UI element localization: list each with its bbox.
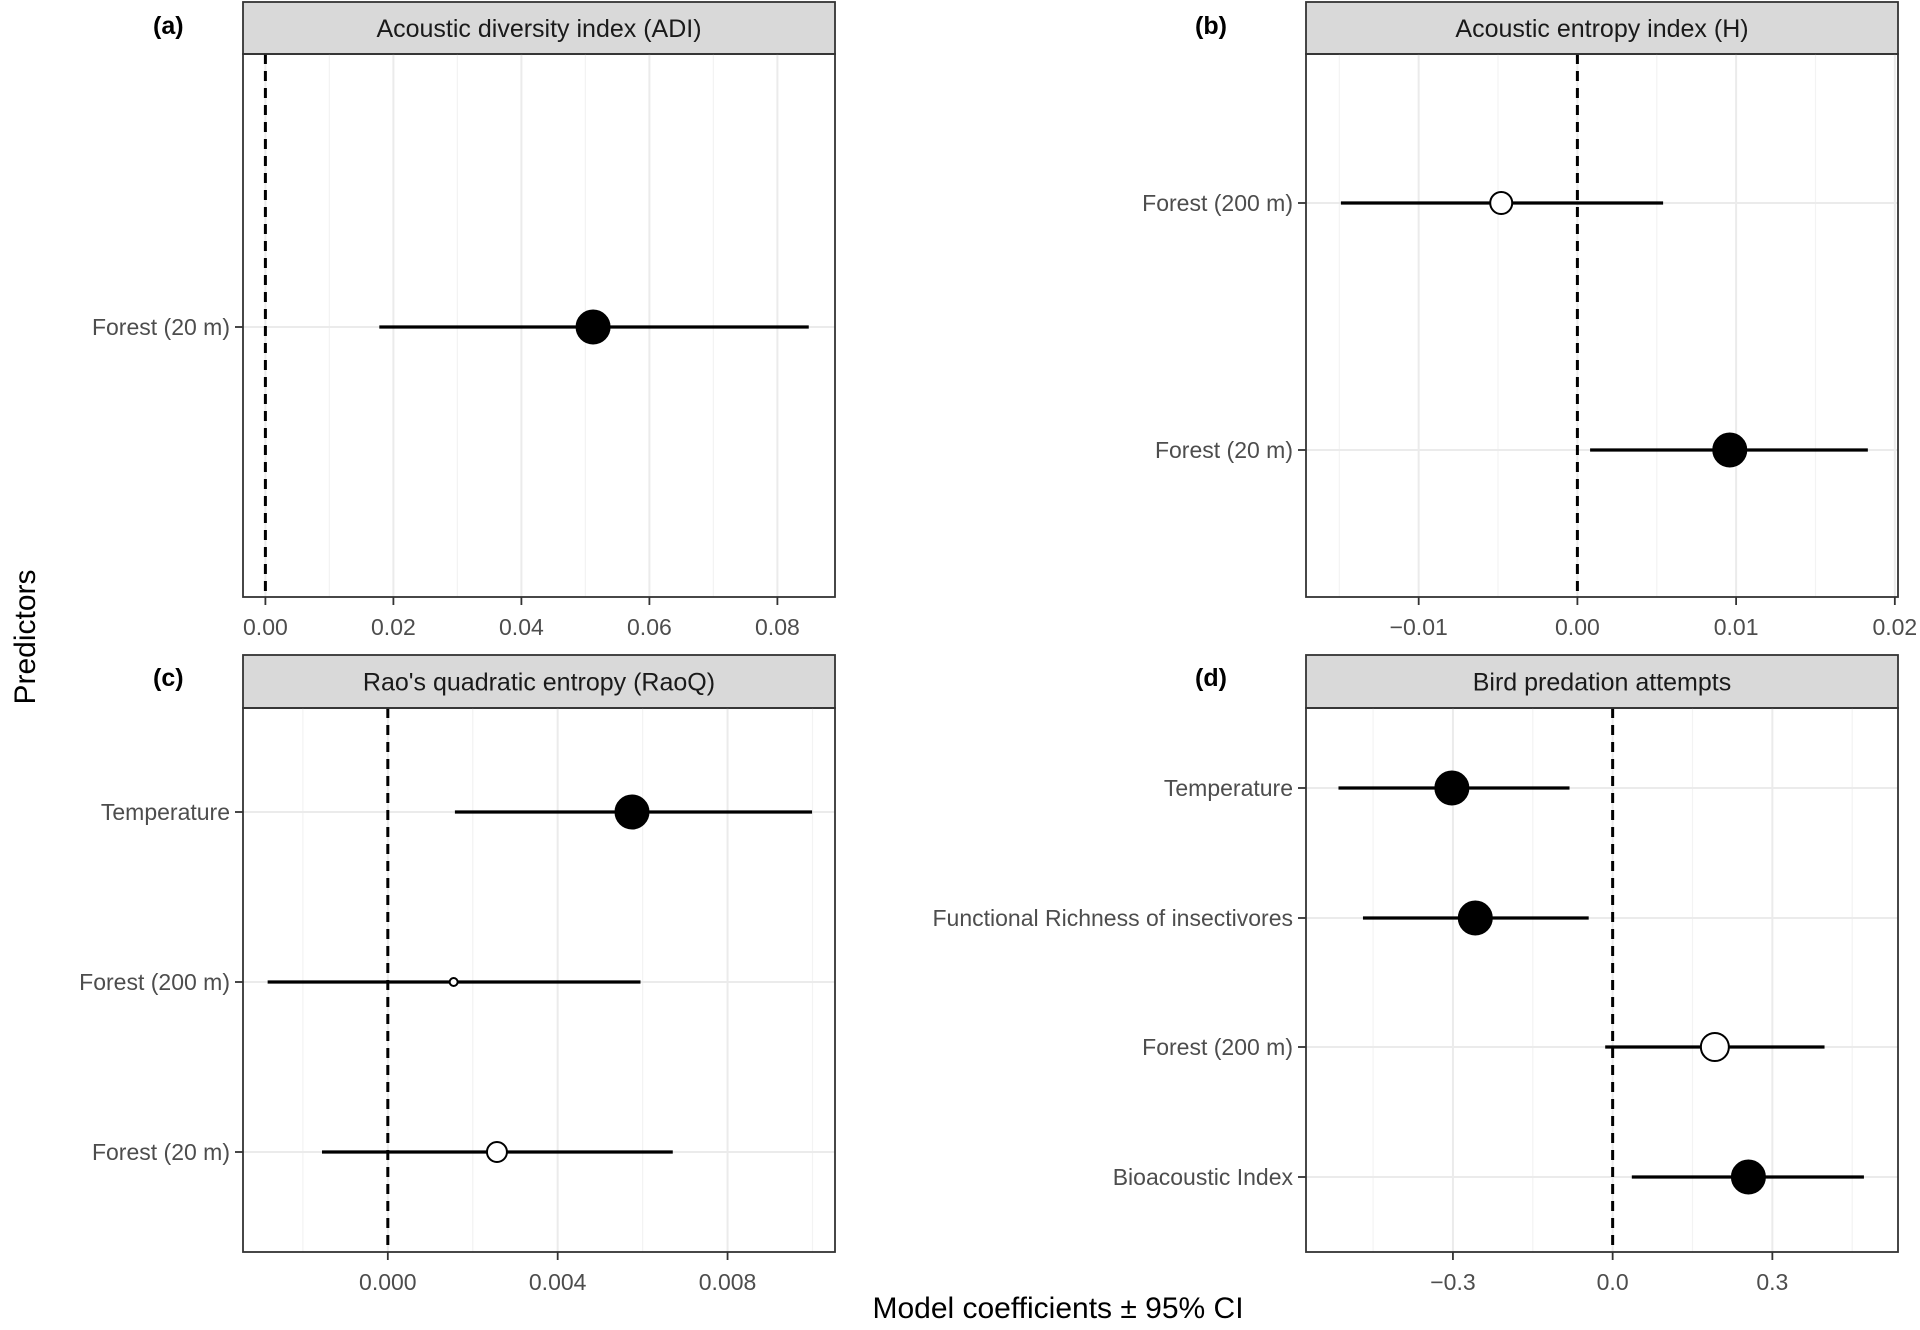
coefficient-point <box>1457 900 1493 936</box>
panel-frame <box>242 53 836 598</box>
coefficient-point <box>485 1141 508 1163</box>
coefficient-point <box>1712 432 1748 468</box>
chart-panel-1: (a) Acoustic diversity index (ADI) 0.00 0.0… <box>92 1 836 640</box>
coefficient-point <box>1730 1159 1766 1195</box>
y-tick-label: Functional Richness of insectivores <box>933 905 1294 931</box>
chart-panel-2: (b) Acoustic entropy index (H) −0.01 0.00 0.… <box>1142 1 1917 640</box>
facet-title: Acoustic entropy index (H) <box>1455 15 1748 43</box>
panel-frame <box>1305 707 1899 1253</box>
x-tick-label: 0.02 <box>1872 614 1917 640</box>
y-tick-label: Bioacoustic Index <box>1113 1164 1294 1190</box>
panel-letter: (d) <box>1195 664 1227 692</box>
x-tick-label: 0.06 <box>627 614 672 640</box>
panel-letter: (c) <box>153 664 184 692</box>
coefficient-point <box>1489 191 1514 215</box>
y-tick-label: Forest (200 m) <box>1142 190 1293 216</box>
facet-strip <box>1305 654 1899 709</box>
facet-strip <box>242 654 836 709</box>
y-tick-label: Forest (20 m) <box>92 314 230 340</box>
y-tick-label: Forest (20 m) <box>92 1139 230 1165</box>
x-tick-label: 0.08 <box>755 614 800 640</box>
y-tick-label: Forest (200 m) <box>1142 1034 1293 1060</box>
y-tick-label: Forest (20 m) <box>1155 437 1293 463</box>
x-tick-label: 0.000 <box>359 1269 417 1295</box>
x-tick-label: 0.00 <box>1555 614 1600 640</box>
facet-strip <box>1305 1 1899 55</box>
y-tick-label: Temperature <box>1164 775 1293 801</box>
x-tick-label: 0.04 <box>499 614 544 640</box>
panel-frame <box>242 707 836 1253</box>
facet-strip <box>242 1 836 55</box>
facet-title: Rao's quadratic entropy (RaoQ) <box>363 669 715 697</box>
coefficient-point <box>614 794 650 830</box>
chart-panel-3: (c) Rao's quadratic entropy (RaoQ) 0.000 0.… <box>79 654 836 1295</box>
x-axis-title: Model coefficients ± 95% CI <box>872 1292 1243 1325</box>
coefficient-point <box>1699 1032 1730 1062</box>
coefficient-point <box>448 977 459 987</box>
coefficient-point <box>575 309 611 345</box>
x-tick-label: 0.00 <box>243 614 288 640</box>
x-tick-label: −0.01 <box>1390 614 1448 640</box>
x-tick-label: 0.004 <box>529 1269 587 1295</box>
facet-title: Acoustic diversity index (ADI) <box>376 15 701 43</box>
facet-title: Bird predation attempts <box>1473 669 1731 697</box>
y-axis-title: Predictors <box>9 569 42 704</box>
panel-letter: (b) <box>1195 12 1227 40</box>
x-tick-label: 0.0 <box>1597 1269 1629 1295</box>
coefficient-point <box>1434 770 1470 806</box>
panel-frame <box>1305 53 1899 598</box>
x-tick-label: 0.3 <box>1756 1269 1788 1295</box>
x-tick-label: 0.02 <box>371 614 416 640</box>
panel-letter: (a) <box>153 12 184 40</box>
y-tick-label: Temperature <box>101 799 230 825</box>
chart-panel-4: (d) Bird predation attempts −0.3 0.0 0.3 Temp… <box>933 654 1899 1295</box>
x-tick-label: −0.3 <box>1430 1269 1475 1295</box>
x-tick-label: 0.01 <box>1714 614 1759 640</box>
y-tick-label: Forest (200 m) <box>79 969 230 995</box>
x-tick-label: 0.008 <box>699 1269 757 1295</box>
